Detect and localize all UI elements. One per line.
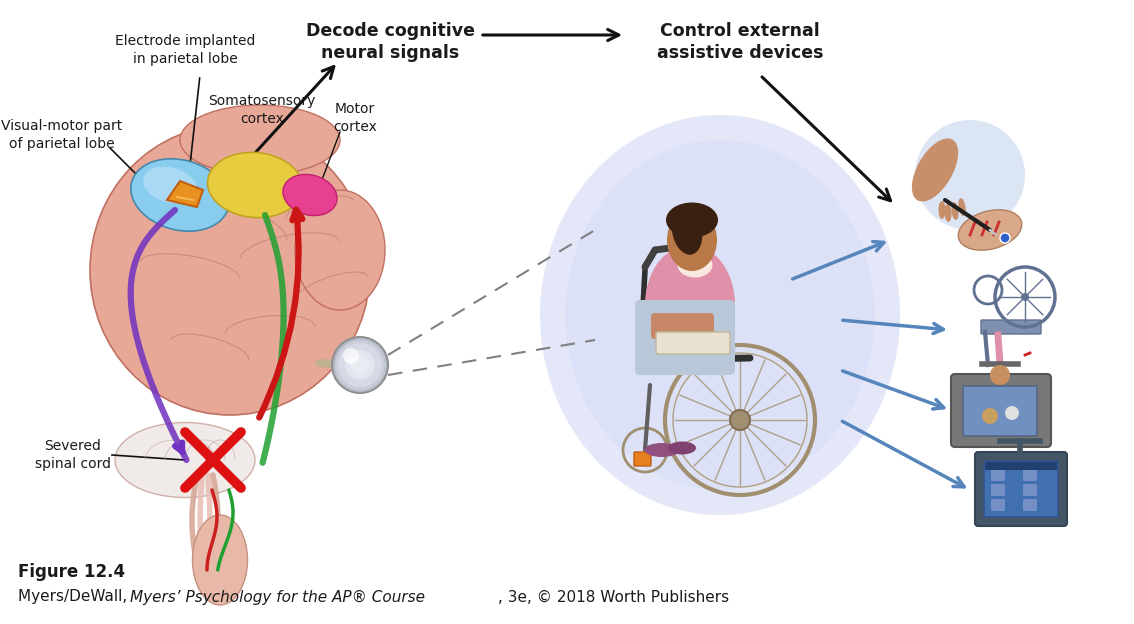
Ellipse shape xyxy=(115,422,255,497)
Ellipse shape xyxy=(958,198,966,216)
Ellipse shape xyxy=(295,190,386,310)
FancyBboxPatch shape xyxy=(1023,484,1036,496)
FancyBboxPatch shape xyxy=(655,332,730,354)
Ellipse shape xyxy=(90,125,370,415)
Ellipse shape xyxy=(912,139,958,202)
Text: Decode cognitive
neural signals: Decode cognitive neural signals xyxy=(305,22,474,62)
FancyBboxPatch shape xyxy=(634,452,651,466)
FancyBboxPatch shape xyxy=(981,320,1041,334)
Circle shape xyxy=(338,343,382,387)
Text: Myers/DeWall,: Myers/DeWall, xyxy=(18,590,133,605)
Ellipse shape xyxy=(645,245,735,365)
Circle shape xyxy=(335,340,386,390)
FancyBboxPatch shape xyxy=(963,386,1036,436)
FancyBboxPatch shape xyxy=(991,469,1005,481)
Text: Motor
cortex: Motor cortex xyxy=(333,102,376,134)
Circle shape xyxy=(345,350,375,380)
Ellipse shape xyxy=(677,253,712,278)
Polygon shape xyxy=(167,181,203,207)
Circle shape xyxy=(915,120,1025,230)
Text: Visual-motor part
of parietal lobe: Visual-motor part of parietal lobe xyxy=(1,119,122,150)
Circle shape xyxy=(990,365,1010,385)
Ellipse shape xyxy=(945,204,951,222)
Text: Figure 12.4: Figure 12.4 xyxy=(18,563,125,581)
Text: Electrode implanted
in parietal lobe: Electrode implanted in parietal lobe xyxy=(115,34,255,66)
Ellipse shape xyxy=(666,203,718,238)
FancyBboxPatch shape xyxy=(991,484,1005,496)
Ellipse shape xyxy=(668,442,696,454)
FancyBboxPatch shape xyxy=(984,461,1058,517)
FancyBboxPatch shape xyxy=(991,499,1005,511)
FancyBboxPatch shape xyxy=(651,313,714,339)
FancyBboxPatch shape xyxy=(985,462,1057,470)
Ellipse shape xyxy=(951,202,958,220)
Ellipse shape xyxy=(565,140,875,490)
Ellipse shape xyxy=(180,105,340,175)
Ellipse shape xyxy=(939,201,946,219)
Ellipse shape xyxy=(130,158,229,232)
Ellipse shape xyxy=(667,209,717,271)
Circle shape xyxy=(982,408,998,424)
Circle shape xyxy=(332,337,388,393)
Text: , 3e, © 2018 Worth Publishers: , 3e, © 2018 Worth Publishers xyxy=(498,590,729,605)
Text: Somatosensory
cortex: Somatosensory cortex xyxy=(209,94,315,125)
FancyBboxPatch shape xyxy=(1023,469,1036,481)
FancyBboxPatch shape xyxy=(975,452,1067,526)
Text: Severed
spinal cord: Severed spinal cord xyxy=(35,439,111,470)
Circle shape xyxy=(730,410,750,430)
Ellipse shape xyxy=(644,443,679,457)
Ellipse shape xyxy=(193,515,247,605)
Ellipse shape xyxy=(540,115,900,515)
Ellipse shape xyxy=(284,175,337,215)
FancyBboxPatch shape xyxy=(635,300,735,375)
Circle shape xyxy=(350,355,370,375)
Circle shape xyxy=(1000,233,1010,243)
Circle shape xyxy=(1005,406,1019,420)
Text: Control external
assistive devices: Control external assistive devices xyxy=(657,22,823,62)
Text: Myers’ Psychology for the AP® Course: Myers’ Psychology for the AP® Course xyxy=(130,590,425,605)
Circle shape xyxy=(342,348,359,364)
FancyBboxPatch shape xyxy=(951,374,1051,447)
Ellipse shape xyxy=(958,210,1022,250)
FancyBboxPatch shape xyxy=(1023,499,1036,511)
Circle shape xyxy=(1021,293,1029,301)
Ellipse shape xyxy=(143,167,197,203)
Ellipse shape xyxy=(208,152,303,218)
Ellipse shape xyxy=(671,205,702,255)
